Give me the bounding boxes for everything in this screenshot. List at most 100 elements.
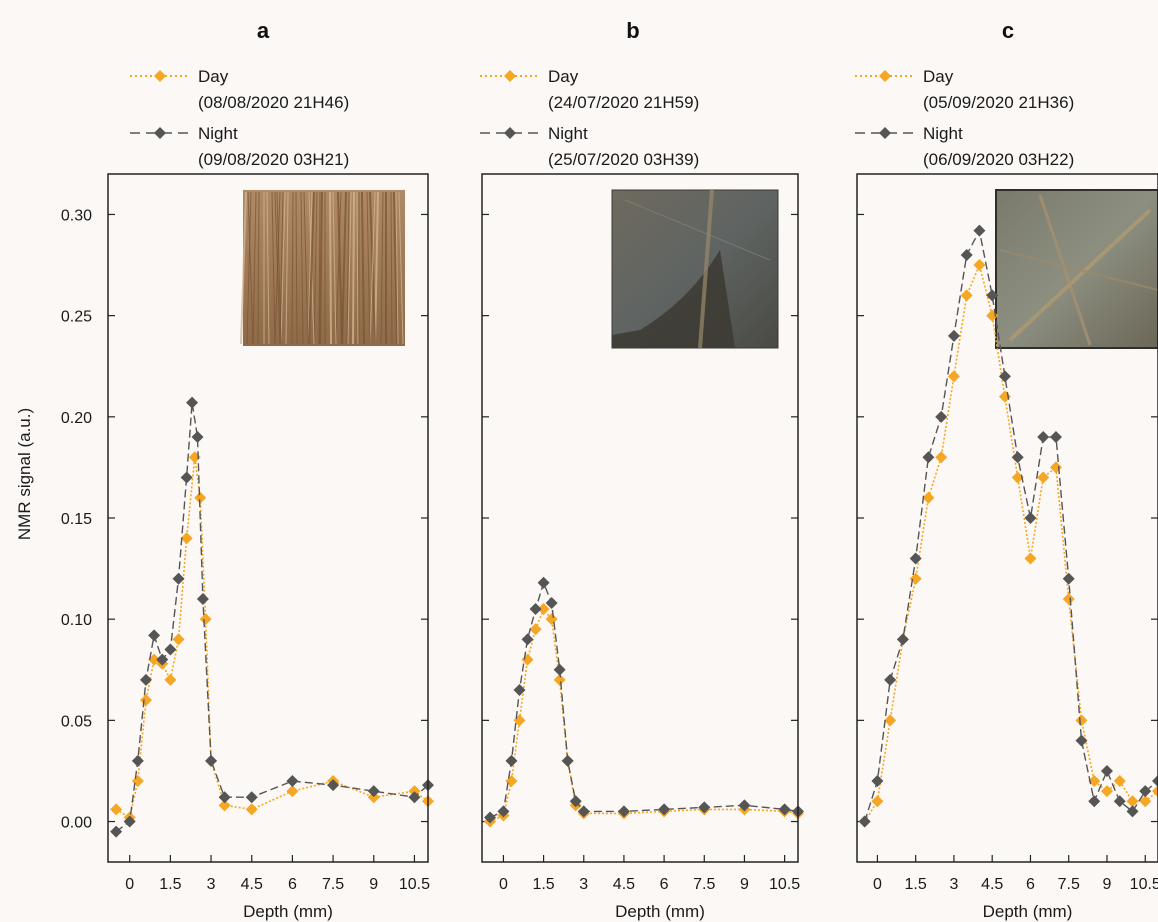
data-point <box>884 714 897 727</box>
inset-photo <box>995 189 1158 349</box>
data-point <box>1113 795 1126 808</box>
x-tick-label: 9 <box>369 876 378 893</box>
legend-marker <box>154 127 166 139</box>
data-point <box>553 673 566 686</box>
panel-letter: a <box>257 18 270 43</box>
data-point <box>1100 785 1113 798</box>
data-point <box>191 431 204 444</box>
series-line <box>864 262 1158 822</box>
x-tick-label: 9 <box>1103 876 1112 893</box>
legend: Day (08/08/2020 21H46) Night (09/08/2020 03… <box>130 67 349 169</box>
data-point <box>180 471 193 484</box>
x-tick-label: 3 <box>207 876 216 893</box>
root-fibre <box>295 191 298 345</box>
data-point <box>218 799 231 812</box>
root-fibre <box>246 191 252 345</box>
data-point <box>1011 451 1024 464</box>
data-point <box>186 396 199 409</box>
data-point <box>998 370 1011 383</box>
y-axis-title: NMR signal (a.u.) <box>15 408 34 540</box>
x-tick-label: 0 <box>499 876 508 893</box>
data-point <box>1100 764 1113 777</box>
root-fibre <box>395 191 399 345</box>
root-fibre <box>240 191 247 345</box>
y-tick-label: 0.20 <box>61 410 92 427</box>
legend-label: Night <box>198 124 238 143</box>
data-point <box>218 791 231 804</box>
x-axis-title: Depth (mm) <box>983 902 1073 921</box>
data-point <box>513 684 526 696</box>
data-point <box>245 803 258 816</box>
legend-sublabel: (05/09/2020 21H36) <box>923 93 1074 112</box>
legend-marker <box>879 127 891 139</box>
legend: Day (24/07/2020 21H59) Night (25/07/2020 03… <box>480 67 699 169</box>
root-fibre <box>274 191 281 345</box>
x-tick-label: 0 <box>125 876 134 893</box>
inset-root <box>999 249 1158 291</box>
y-tick-label: 0.25 <box>61 309 92 326</box>
data-point <box>139 694 152 707</box>
data-point <box>172 572 185 585</box>
legend-sublabel: (09/08/2020 03H21) <box>198 150 349 169</box>
data-point <box>1139 795 1152 808</box>
data-point <box>537 603 550 616</box>
root-fibre <box>257 191 260 345</box>
root-fibre <box>369 191 376 345</box>
data-point <box>896 633 909 646</box>
legend-marker <box>879 70 891 82</box>
root-fibre <box>352 191 355 345</box>
data-point <box>545 596 558 609</box>
data-point <box>286 785 299 798</box>
x-tick-label: 10.5 <box>399 876 430 893</box>
data-point <box>947 329 960 342</box>
legend-label: Day <box>923 67 954 86</box>
legend-marker <box>504 127 516 139</box>
data-point <box>1152 785 1158 798</box>
data-point <box>110 803 123 816</box>
panel-letter: b <box>626 18 639 43</box>
root-fibre <box>318 191 321 345</box>
series-line <box>864 228 1158 822</box>
x-tick-label: 4.5 <box>981 876 1003 893</box>
x-axis-title: Depth (mm) <box>615 902 705 921</box>
y-tick-label: 0.30 <box>61 207 92 224</box>
data-point <box>529 623 542 636</box>
legend-sublabel: (08/08/2020 21H46) <box>198 93 349 112</box>
data-point <box>871 795 884 808</box>
x-tick-label: 7.5 <box>1058 876 1080 893</box>
data-point <box>497 805 510 818</box>
legend-sublabel: (24/07/2020 21H59) <box>548 93 699 112</box>
data-point <box>367 791 380 804</box>
data-point <box>205 754 218 767</box>
data-point <box>1139 785 1152 798</box>
root-fibre <box>271 191 276 345</box>
data-point <box>1113 775 1126 788</box>
x-tick-label: 7.5 <box>693 876 715 893</box>
inset-photo <box>611 189 779 349</box>
root-fibre <box>393 191 398 345</box>
y-tick-label: 0.10 <box>61 612 92 629</box>
y-tick-label: 0.05 <box>61 713 92 730</box>
data-point <box>110 825 123 838</box>
x-tick-label: 6 <box>288 876 297 893</box>
x-tick-label: 0 <box>873 876 882 893</box>
data-point <box>131 775 144 788</box>
data-point <box>537 576 550 589</box>
root-fibre <box>366 191 371 345</box>
data-point <box>973 224 986 237</box>
series-line <box>489 580 799 819</box>
root-fibre <box>252 191 257 345</box>
data-point <box>148 629 161 642</box>
data-point <box>569 795 582 808</box>
root-fibre <box>303 191 309 345</box>
data-point <box>922 491 935 504</box>
root-fibre <box>300 191 304 345</box>
data-point <box>484 811 497 824</box>
data-point <box>858 815 871 828</box>
data-point <box>986 289 999 302</box>
legend-label: Night <box>923 124 963 143</box>
inset-root <box>1008 208 1152 342</box>
root-fibre <box>319 191 323 345</box>
y-tick-label: 0.15 <box>61 511 92 528</box>
